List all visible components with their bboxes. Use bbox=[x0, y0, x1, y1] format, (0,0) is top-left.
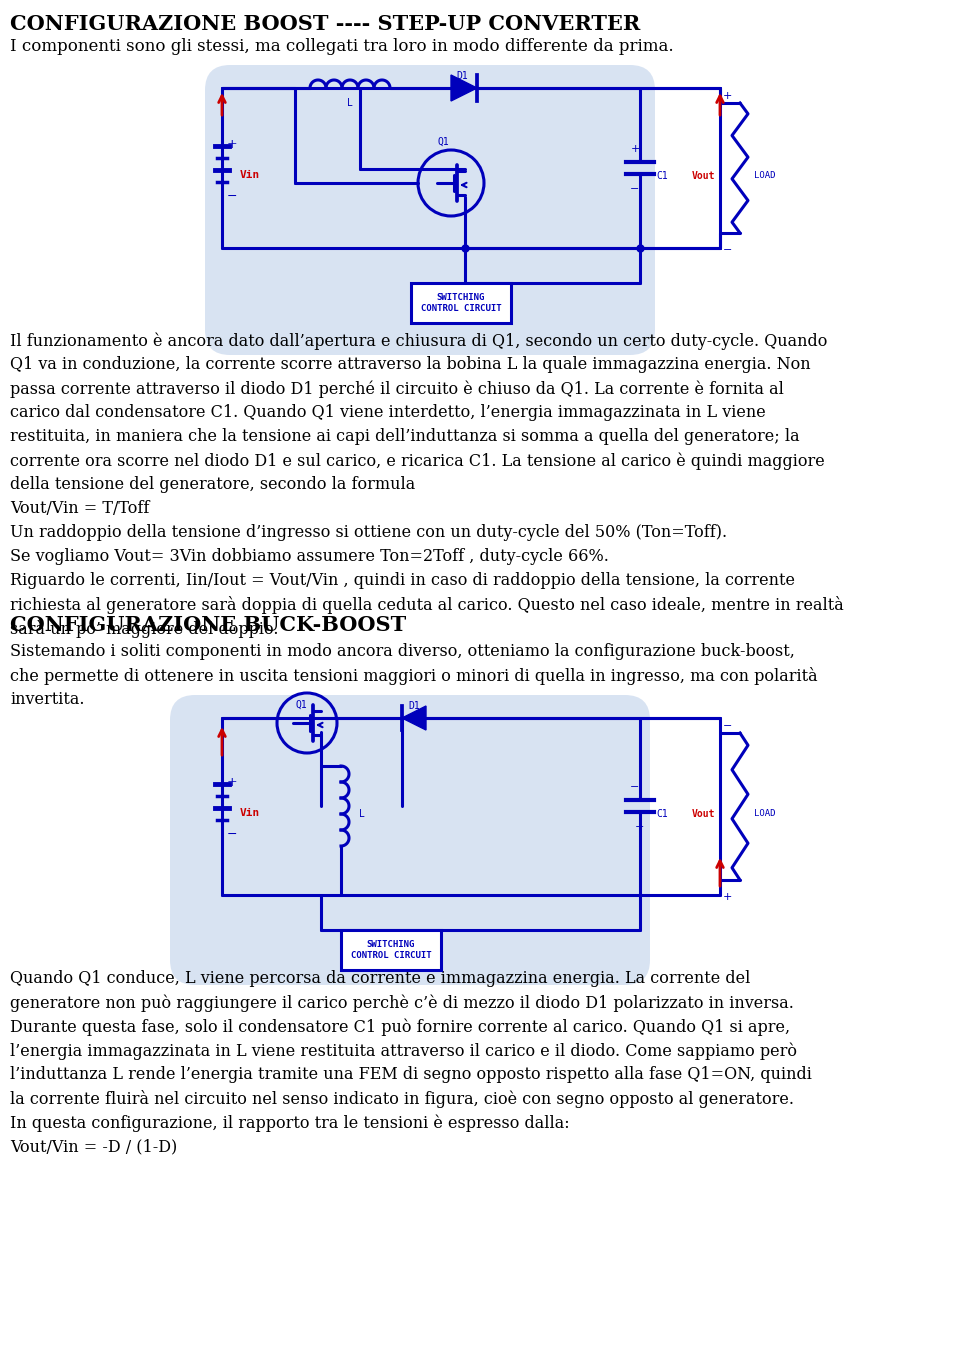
Text: +: + bbox=[227, 138, 238, 152]
FancyBboxPatch shape bbox=[205, 65, 655, 354]
Polygon shape bbox=[451, 74, 477, 101]
Text: −: − bbox=[227, 189, 237, 203]
Text: LOAD: LOAD bbox=[754, 809, 776, 819]
Text: −: − bbox=[227, 828, 237, 842]
Bar bbox=[341, 930, 441, 970]
Text: passa corrente attraverso il diodo D1 perché il circuito è chiuso da Q1. La corr: passa corrente attraverso il diodo D1 pe… bbox=[10, 380, 784, 398]
Text: CONFIGURAZIONE BOOST ---- STEP-UP CONVERTER: CONFIGURAZIONE BOOST ---- STEP-UP CONVER… bbox=[10, 14, 640, 34]
Text: Q1: Q1 bbox=[437, 137, 449, 147]
Text: CONFIGURAZIONE BUCK-BOOST: CONFIGURAZIONE BUCK-BOOST bbox=[10, 616, 406, 635]
Text: −: − bbox=[631, 782, 639, 792]
FancyBboxPatch shape bbox=[170, 695, 650, 985]
Text: restituita, in maniera che la tensione ai capi dell’induttanza si somma a quella: restituita, in maniera che la tensione a… bbox=[10, 428, 800, 445]
Text: −: − bbox=[723, 245, 732, 254]
Text: Vout/Vin = T/Toff: Vout/Vin = T/Toff bbox=[10, 501, 150, 517]
Text: +: + bbox=[723, 892, 732, 902]
Text: Riguardo le correnti, Iin/Iout = Vout/Vin , quindi in caso di raddoppio della te: Riguardo le correnti, Iin/Iout = Vout/Vi… bbox=[10, 572, 795, 589]
Text: l’energia immagazzinata in L viene restituita attraverso il carico e il diodo. C: l’energia immagazzinata in L viene resti… bbox=[10, 1042, 797, 1059]
Text: Q1 va in conduzione, la corrente scorre attraverso la bobina L la quale immagazz: Q1 va in conduzione, la corrente scorre … bbox=[10, 356, 810, 373]
Text: richiesta al generatore sarà doppia di quella ceduta al carico. Questo nel caso : richiesta al generatore sarà doppia di q… bbox=[10, 597, 844, 614]
Text: Vin: Vin bbox=[240, 170, 260, 180]
Text: Quando Q1 conduce, L viene percorsa da corrente e immagazzina energia. La corren: Quando Q1 conduce, L viene percorsa da c… bbox=[10, 970, 751, 986]
Text: SWITCHING
CONTROL CIRCUIT: SWITCHING CONTROL CIRCUIT bbox=[420, 292, 501, 314]
Text: C1: C1 bbox=[656, 170, 668, 181]
Text: +: + bbox=[227, 777, 238, 789]
Text: +: + bbox=[723, 91, 732, 101]
Text: la corrente fluirà nel circuito nel senso indicato in figura, cioè con segno opp: la corrente fluirà nel circuito nel sens… bbox=[10, 1091, 794, 1108]
Text: D1: D1 bbox=[456, 70, 468, 81]
Text: C1: C1 bbox=[656, 809, 668, 819]
Text: Q1: Q1 bbox=[295, 700, 307, 710]
Text: In questa configurazione, il rapporto tra le tensioni è espresso dalla:: In questa configurazione, il rapporto tr… bbox=[10, 1114, 569, 1131]
Text: −: − bbox=[631, 184, 639, 193]
Text: Il funzionamento è ancora dato dall’apertura e chiusura di Q1, secondo un certo : Il funzionamento è ancora dato dall’aper… bbox=[10, 331, 828, 349]
Text: L: L bbox=[359, 809, 365, 819]
Text: LOAD: LOAD bbox=[754, 170, 776, 180]
Text: −: − bbox=[723, 721, 732, 731]
Text: generatore non può raggiungere il carico perchè c’è di mezzo il diodo D1 polariz: generatore non può raggiungere il carico… bbox=[10, 994, 794, 1012]
Text: Sistemando i soliti componenti in modo ancora diverso, otteniamo la configurazio: Sistemando i soliti componenti in modo a… bbox=[10, 643, 795, 660]
Text: che permette di ottenere in uscita tensioni maggiori o minori di quella in ingre: che permette di ottenere in uscita tensi… bbox=[10, 667, 818, 685]
Text: corrente ora scorre nel diodo D1 e sul carico, e ricarica C1. La tensione al car: corrente ora scorre nel diodo D1 e sul c… bbox=[10, 452, 825, 469]
Text: della tensione del generatore, secondo la formula: della tensione del generatore, secondo l… bbox=[10, 476, 416, 492]
Text: Vout: Vout bbox=[691, 809, 715, 819]
Text: +: + bbox=[635, 823, 644, 832]
Text: SWITCHING
CONTROL CIRCUIT: SWITCHING CONTROL CIRCUIT bbox=[350, 939, 431, 961]
Polygon shape bbox=[402, 706, 426, 731]
Text: L: L bbox=[348, 97, 353, 108]
Text: I componenti sono gli stessi, ma collegati tra loro in modo differente da prima.: I componenti sono gli stessi, ma collega… bbox=[10, 38, 674, 55]
Text: l’induttanza L rende l’energia tramite una FEM di segno opposto rispetto alla fa: l’induttanza L rende l’energia tramite u… bbox=[10, 1066, 812, 1082]
Text: Un raddoppio della tensione d’ingresso si ottiene con un duty-cycle del 50% (Ton: Un raddoppio della tensione d’ingresso s… bbox=[10, 524, 727, 541]
Text: carico dal condensatore C1. Quando Q1 viene interdetto, l’energia immagazzinata : carico dal condensatore C1. Quando Q1 vi… bbox=[10, 405, 766, 421]
Text: Vout/Vin = -D / (1-D): Vout/Vin = -D / (1-D) bbox=[10, 1138, 178, 1155]
Bar bbox=[411, 283, 511, 323]
Text: sarà un po’ maggiore del doppio.: sarà un po’ maggiore del doppio. bbox=[10, 620, 278, 639]
Text: Durante questa fase, solo il condensatore C1 può fornire corrente al carico. Qua: Durante questa fase, solo il condensator… bbox=[10, 1017, 790, 1035]
Text: D1: D1 bbox=[408, 701, 420, 710]
Text: invertita.: invertita. bbox=[10, 691, 84, 708]
Text: Vout: Vout bbox=[691, 170, 715, 181]
Text: Vin: Vin bbox=[240, 808, 260, 819]
Text: +: + bbox=[631, 143, 639, 154]
Text: Se vogliamo Vout= 3Vin dobbiamo assumere Ton=2Toff , duty-cycle 66%.: Se vogliamo Vout= 3Vin dobbiamo assumere… bbox=[10, 548, 609, 566]
